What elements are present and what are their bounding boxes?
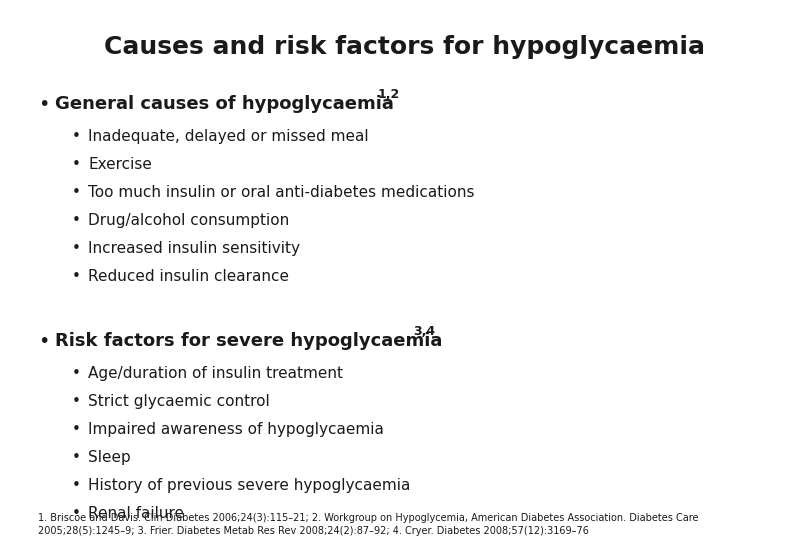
Text: •: • <box>72 241 81 256</box>
Text: 1,2: 1,2 <box>378 88 400 101</box>
Text: •: • <box>72 506 81 521</box>
Text: Inadequate, delayed or missed meal: Inadequate, delayed or missed meal <box>88 129 369 144</box>
Text: •: • <box>72 450 81 465</box>
Text: Increased insulin sensitivity: Increased insulin sensitivity <box>88 241 300 256</box>
Text: •: • <box>72 394 81 409</box>
Text: Strict glycaemic control: Strict glycaemic control <box>88 394 270 409</box>
Text: •: • <box>38 95 49 114</box>
Text: •: • <box>72 478 81 493</box>
Text: Age/duration of insulin treatment: Age/duration of insulin treatment <box>88 366 343 381</box>
Text: Reduced insulin clearance: Reduced insulin clearance <box>88 269 289 284</box>
Text: Renal failure: Renal failure <box>88 506 184 521</box>
Text: Risk factors for severe hypoglycaemia: Risk factors for severe hypoglycaemia <box>55 332 442 350</box>
Text: Too much insulin or oral anti-diabetes medications: Too much insulin or oral anti-diabetes m… <box>88 185 475 200</box>
Text: •: • <box>72 129 81 144</box>
Text: •: • <box>72 213 81 228</box>
Text: Impaired awareness of hypoglycaemia: Impaired awareness of hypoglycaemia <box>88 422 384 437</box>
Text: •: • <box>72 422 81 437</box>
Text: •: • <box>38 332 49 351</box>
Text: History of previous severe hypoglycaemia: History of previous severe hypoglycaemia <box>88 478 411 493</box>
Text: •: • <box>72 185 81 200</box>
Text: Causes and risk factors for hypoglycaemia: Causes and risk factors for hypoglycaemi… <box>104 35 706 59</box>
Text: •: • <box>72 157 81 172</box>
Text: •: • <box>72 269 81 284</box>
Text: General causes of hypoglycaemia: General causes of hypoglycaemia <box>55 95 394 113</box>
Text: Sleep: Sleep <box>88 450 130 465</box>
Text: 1. Briscoe and Davis. Clin Diabetes 2006;24(3):115–21; 2. Workgroup on Hypoglyce: 1. Briscoe and Davis. Clin Diabetes 2006… <box>38 513 698 523</box>
Text: 3,4: 3,4 <box>413 325 435 338</box>
Text: Exercise: Exercise <box>88 157 152 172</box>
Text: 2005;28(5):1245–9; 3. Frier. Diabetes Metab Res Rev 2008;24(2):87–92; 4. Cryer. : 2005;28(5):1245–9; 3. Frier. Diabetes Me… <box>38 526 589 536</box>
Text: •: • <box>72 366 81 381</box>
Text: Drug/alcohol consumption: Drug/alcohol consumption <box>88 213 289 228</box>
